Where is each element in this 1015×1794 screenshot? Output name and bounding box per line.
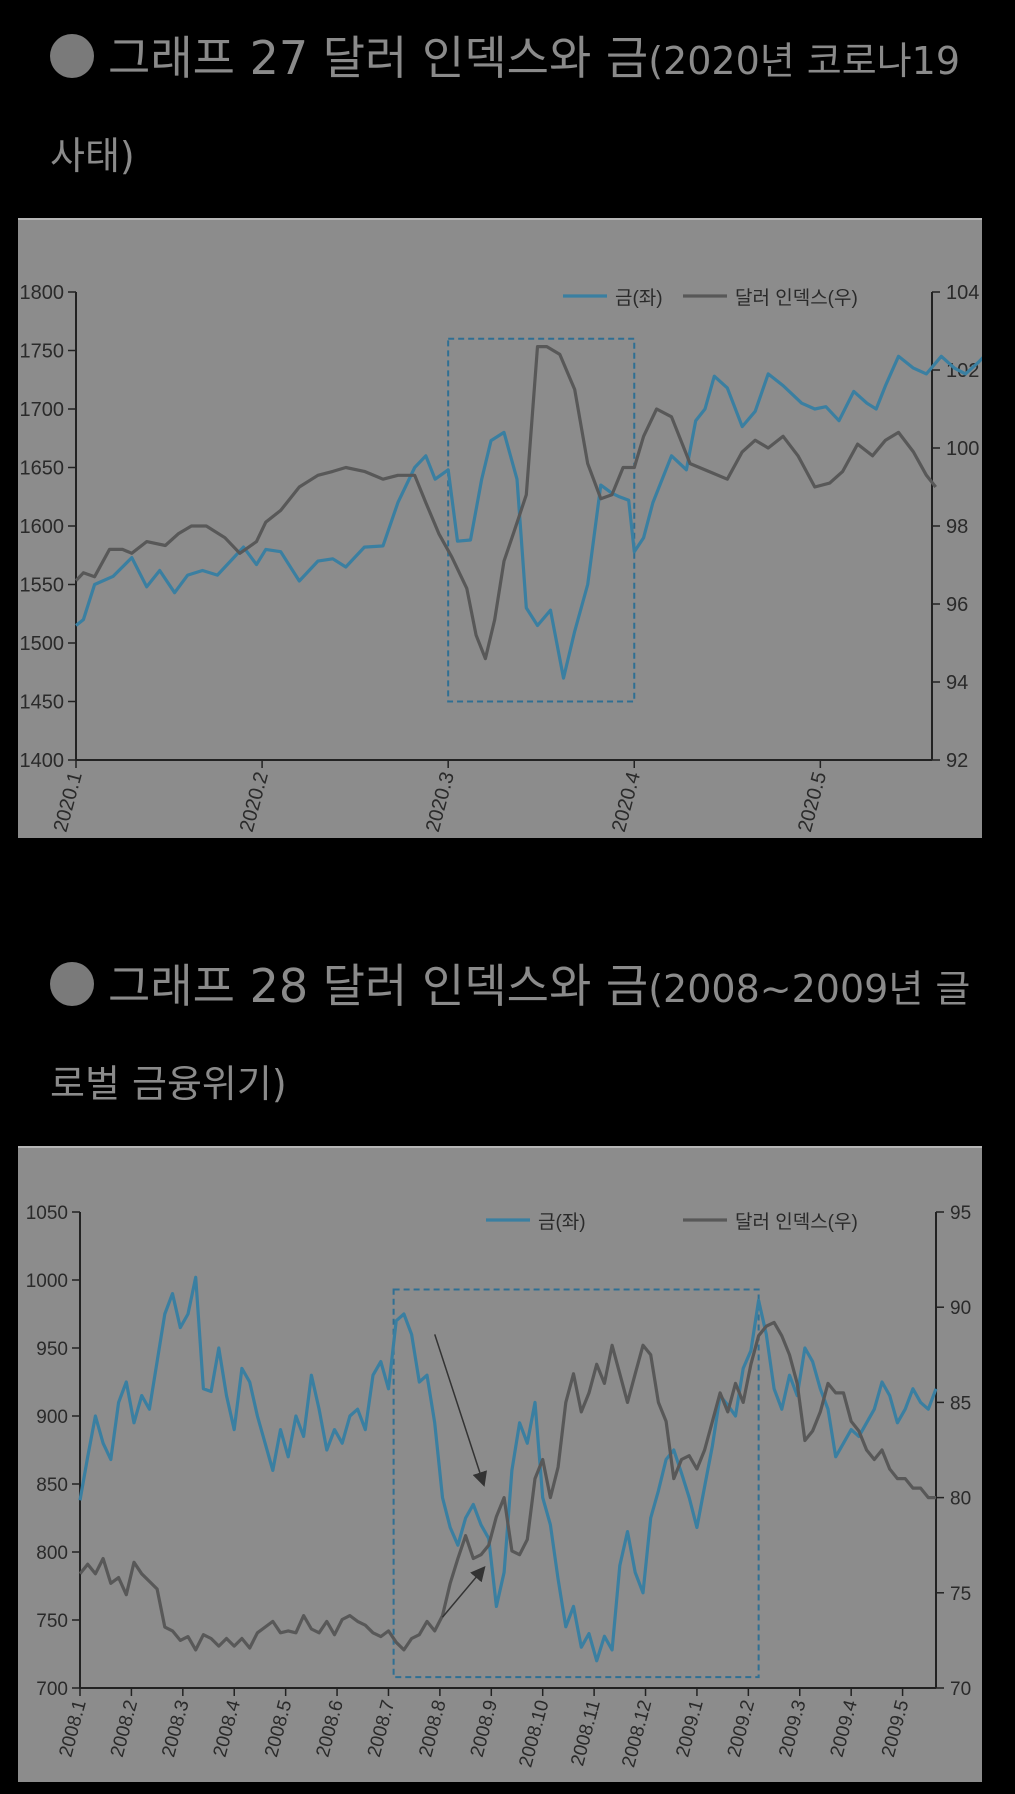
annotation-arrow [441, 1566, 486, 1618]
right-tick-label: 90 [950, 1298, 971, 1319]
right-tick-label: 95 [950, 1203, 971, 1224]
chart-28-panel: 700 750 800 850 900 950 1000 1050 70 75 80 85 90 95 20… [18, 1146, 982, 1782]
x-tick-label: 2008.12 [618, 1698, 656, 1770]
x-tick-label: 2008.3 [158, 1698, 193, 1760]
right-tick-label: 94 [946, 672, 968, 694]
x-tick-label: 2008.5 [261, 1698, 296, 1760]
chart-27-title-main: 그래프 27 달러 인덱스와 금 [108, 31, 649, 85]
bullet-icon [50, 34, 94, 78]
x-tick-label: 2008.4 [210, 1697, 245, 1759]
x-tick-label: 2008.8 [415, 1698, 450, 1760]
legend-label: 달러 인덱스(우) [735, 287, 858, 309]
right-tick-label: 92 [946, 750, 968, 772]
left-tick-label: 950 [36, 1339, 68, 1360]
chart-28-title: 그래프 28 달러 인덱스와 금(2008~2009년 글로벌 금융위기) [50, 940, 980, 1130]
left-tick-label: 1550 [20, 575, 65, 597]
left-tick-label: 750 [36, 1611, 68, 1632]
highlight-box [447, 337, 636, 703]
legend-label: 금(좌) [538, 1211, 586, 1233]
x-tick-label: 2008.1 [56, 1698, 91, 1760]
right-tick-label: 98 [946, 516, 968, 538]
x-tick-label: 2009.3 [775, 1698, 810, 1760]
left-tick-label: 900 [36, 1407, 68, 1428]
x-tick-label: 2008.7 [364, 1698, 399, 1760]
x-tick-label: 2008.10 [515, 1698, 553, 1770]
right-tick-label: 96 [946, 594, 968, 616]
right-tick-label: 100 [946, 438, 979, 460]
series-line-dollar-index [74, 344, 937, 661]
x-tick-label: 2020.1 [50, 770, 87, 835]
x-tick-label: 2008.11 [567, 1698, 605, 1768]
left-tick-label: 1050 [26, 1203, 68, 1224]
right-tick-label: 80 [950, 1489, 971, 1510]
left-tick-label: 1500 [20, 633, 65, 655]
x-tick-label: 2009.4 [827, 1697, 862, 1759]
chart-27-title-sub: (2020년 코로나19 사태) [50, 39, 961, 178]
x-tick-label: 2008.2 [107, 1698, 142, 1760]
left-tick-label: 1700 [20, 399, 65, 421]
left-tick-label: 1450 [20, 692, 65, 714]
x-tick-label: 2020.4 [608, 770, 645, 835]
chart-28-title-main: 그래프 28 달러 인덱스와 금 [108, 959, 649, 1013]
right-tick-label: 75 [950, 1584, 971, 1605]
x-tick-label: 2020.5 [794, 770, 831, 835]
left-tick-label: 850 [36, 1475, 68, 1496]
x-tick-label: 2009.5 [878, 1698, 913, 1760]
series-line-dollar-index [78, 1320, 936, 1652]
x-tick-label: 2008.6 [313, 1698, 348, 1760]
x-tick-label: 2009.2 [724, 1698, 759, 1760]
x-tick-label: 2020.2 [236, 770, 273, 835]
right-tick-label: 104 [946, 282, 979, 304]
legend-label: 달러 인덱스(우) [735, 1211, 858, 1233]
chart-27-panel: 1400 1450 1500 1550 1600 1650 1700 1750 1800 92 94… [18, 218, 986, 838]
x-tick-label: 2008.9 [467, 1698, 502, 1760]
x-tick-label: 2020.3 [422, 770, 459, 835]
left-tick-label: 1600 [20, 516, 65, 538]
left-tick-label: 1400 [20, 750, 65, 772]
bullet-icon [50, 962, 94, 1006]
highlight-box [392, 1288, 760, 1679]
left-tick-label: 700 [36, 1679, 68, 1700]
left-tick-label: 1650 [20, 458, 65, 480]
legend-label: 금(좌) [615, 287, 663, 309]
x-tick-label: 2009.1 [672, 1698, 707, 1760]
left-tick-label: 1800 [20, 282, 65, 304]
right-tick-label: 70 [950, 1679, 971, 1700]
chart-27-title: 그래프 27 달러 인덱스와 금(2020년 코로나19 사태) [50, 12, 980, 202]
series-line-gold [75, 354, 986, 680]
chart-28-svg: 700 750 800 850 900 950 1000 1050 70 75 80 85 90 95 20… [26, 1203, 971, 1770]
series-line-gold [78, 1275, 938, 1663]
right-tick-label: 85 [950, 1393, 971, 1414]
chart-28-title-sub: (2008~2009년 글로벌 금융위기) [50, 967, 971, 1106]
chart-27-svg: 1400 1450 1500 1550 1600 1650 1700 1750 1800 92 94… [20, 282, 986, 835]
left-tick-label: 1750 [20, 341, 65, 363]
left-tick-label: 800 [36, 1543, 68, 1564]
annotation-arrow [434, 1334, 487, 1487]
left-tick-label: 1000 [26, 1271, 68, 1292]
